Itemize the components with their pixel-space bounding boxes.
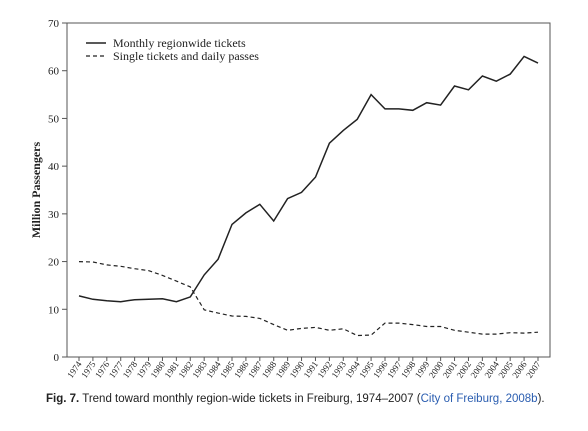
- line-chart: 0 10 20 30 40 50 60 70 197419751976197719781979…: [29, 18, 551, 380]
- series-line-single-tickets: [78, 261, 539, 337]
- caption-text: Trend toward monthly region-wide tickets…: [82, 393, 421, 405]
- y-axis-ticks: 0 10 20 30 40 50 60 70: [48, 18, 67, 364]
- caption-reference-link[interactable]: City of Freiburg, 2008b: [420, 393, 538, 405]
- x-tick-label: 1991: [302, 359, 321, 379]
- y-tick-label: 10: [48, 304, 60, 316]
- y-tick-label: 50: [48, 113, 60, 125]
- figure-label: Fig. 7.: [46, 393, 80, 405]
- y-tick-label: 70: [48, 18, 60, 30]
- figure-caption: Fig. 7. Trend toward monthly region-wide…: [46, 393, 576, 405]
- y-tick-label: 40: [48, 161, 60, 173]
- y-tick-label: 60: [48, 66, 60, 78]
- y-axis-label: Million Passengers: [29, 142, 43, 239]
- x-tick-label: 2007: [524, 359, 543, 380]
- x-tick-label: 1981: [162, 359, 181, 379]
- legend-label: Single tickets and daily passes: [113, 49, 259, 63]
- plot-frame: [66, 22, 551, 358]
- x-tick-label: 2001: [441, 359, 460, 379]
- x-tick-label: 1982: [176, 359, 195, 379]
- series-line-monthly-tickets: [78, 55, 539, 303]
- x-tick-label: 1992: [315, 359, 334, 379]
- series-lines: [78, 55, 539, 337]
- chart-axes: [66, 22, 551, 358]
- y-tick-label: 0: [54, 352, 60, 364]
- y-tick-label: 30: [48, 209, 60, 221]
- x-tick-label: 2002: [455, 359, 474, 379]
- x-axis-ticks: 1974197519761977197819791980198119821983…: [65, 357, 543, 380]
- y-tick-label: 20: [48, 257, 60, 269]
- caption-end: ).: [537, 393, 545, 405]
- legend-label: Monthly regionwide tickets: [113, 36, 246, 50]
